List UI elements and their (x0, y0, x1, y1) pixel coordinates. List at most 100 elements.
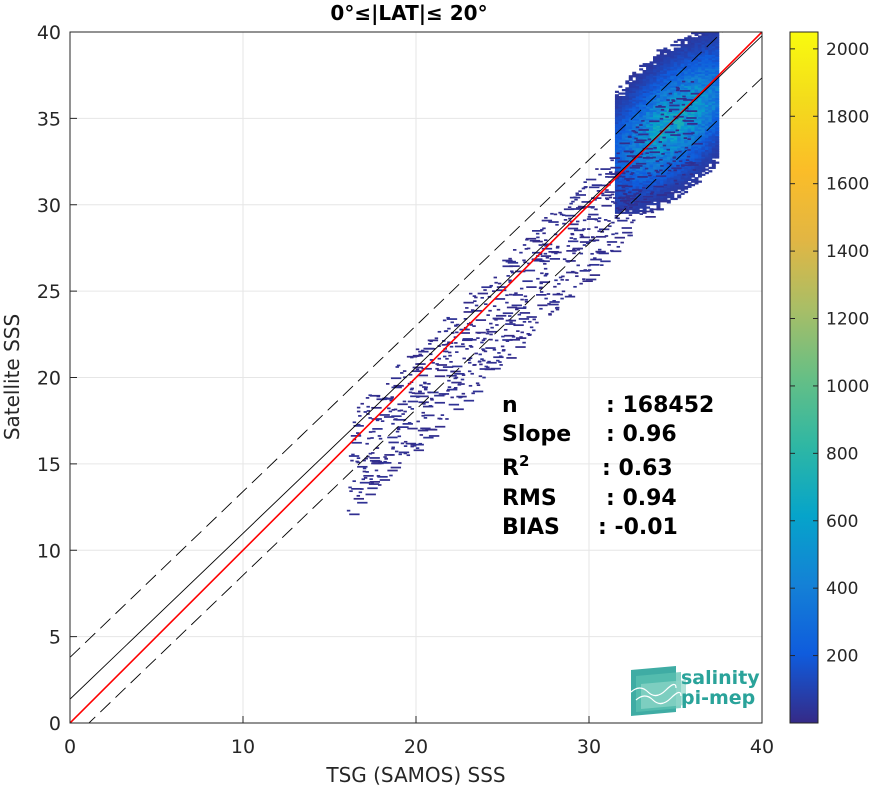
density-cell (369, 394, 381, 397)
density-cell (677, 95, 682, 99)
density-cell (646, 114, 651, 118)
density-cell (659, 104, 664, 107)
density-cell (684, 61, 689, 64)
density-cell (621, 156, 626, 159)
density-cell (628, 152, 633, 156)
density-cell (403, 440, 408, 443)
density-cell (694, 76, 699, 80)
density-cell (673, 90, 678, 93)
density-cell (670, 127, 675, 130)
density-cell (481, 349, 486, 352)
density-cell (697, 154, 702, 157)
density-cell (614, 165, 619, 168)
density-cell (663, 108, 668, 111)
density-cell (666, 76, 671, 80)
density-cell (618, 144, 623, 147)
density-cell (708, 35, 713, 38)
density-cell (628, 140, 633, 144)
density-cell (673, 102, 678, 106)
density-cell (422, 402, 426, 405)
density-cell (701, 123, 706, 126)
density-cell (682, 119, 686, 122)
density-cell (508, 279, 512, 282)
density-cell (575, 192, 579, 195)
density-cell (659, 51, 664, 54)
density-cell (600, 264, 604, 266)
density-cell (621, 97, 626, 100)
density-cell (708, 85, 713, 88)
density-cell (549, 301, 560, 303)
density-cell (614, 187, 619, 190)
density-cell (627, 191, 632, 194)
density-cell (663, 161, 668, 164)
density-cell (634, 131, 638, 134)
density-cell (692, 142, 703, 145)
density-cell (614, 123, 619, 126)
density-cell (691, 45, 696, 49)
density-cell (708, 127, 713, 130)
density-cell (697, 128, 702, 131)
density-cell (684, 168, 689, 171)
density-cell (697, 111, 702, 114)
density-cell (635, 78, 640, 81)
density-cell (697, 97, 702, 100)
density-cell (621, 147, 626, 150)
density-cell (579, 241, 591, 243)
density-cell (442, 393, 446, 396)
density-cell (684, 101, 689, 104)
density-cell (697, 133, 702, 137)
density-cell (666, 152, 671, 156)
density-cell (653, 83, 657, 87)
density-cell (628, 130, 633, 133)
density-cell (635, 106, 640, 109)
density-cell (715, 82, 720, 85)
density-cell (614, 184, 619, 187)
density-cell (646, 89, 651, 92)
density-cell (670, 197, 675, 201)
density-cell (483, 289, 487, 291)
density-cell (670, 52, 675, 55)
density-cell (431, 361, 435, 364)
density-cell (656, 206, 661, 209)
density-cell (400, 442, 405, 445)
density-cell (715, 45, 720, 49)
density-cell (666, 158, 671, 161)
density-cell (680, 76, 685, 80)
density-cell (656, 87, 661, 90)
density-cell (694, 133, 699, 137)
density-cell (666, 64, 671, 68)
density-cell (670, 177, 675, 180)
density-cell (362, 467, 367, 470)
density-cell (666, 178, 671, 182)
x-tick-label: 20 (404, 736, 428, 758)
density-cell (646, 80, 651, 83)
density-cell (659, 184, 664, 187)
density-cell (434, 394, 445, 397)
density-cell (656, 89, 661, 92)
density-cell (663, 89, 668, 92)
density-cell (680, 192, 685, 195)
density-cell (625, 89, 630, 92)
density-cell (642, 125, 647, 128)
density-cell (618, 133, 623, 137)
density-cell (708, 87, 713, 90)
density-cell (673, 109, 678, 112)
density-cell (701, 76, 706, 80)
density-cell (480, 358, 484, 361)
density-cell (526, 286, 537, 288)
density-cell (356, 461, 361, 464)
density-cell (547, 302, 551, 305)
density-cell (653, 94, 657, 97)
density-cell (704, 40, 709, 43)
density-cell (694, 154, 699, 157)
density-cell (680, 187, 685, 190)
density-cell (680, 182, 685, 185)
density-cell (656, 111, 661, 114)
density-cell (708, 75, 713, 78)
density-cell (635, 180, 640, 183)
density-cell (649, 158, 654, 161)
density-cell (653, 102, 657, 106)
density-cell (670, 63, 675, 66)
density-cell (711, 33, 716, 36)
density-cell (691, 82, 696, 85)
